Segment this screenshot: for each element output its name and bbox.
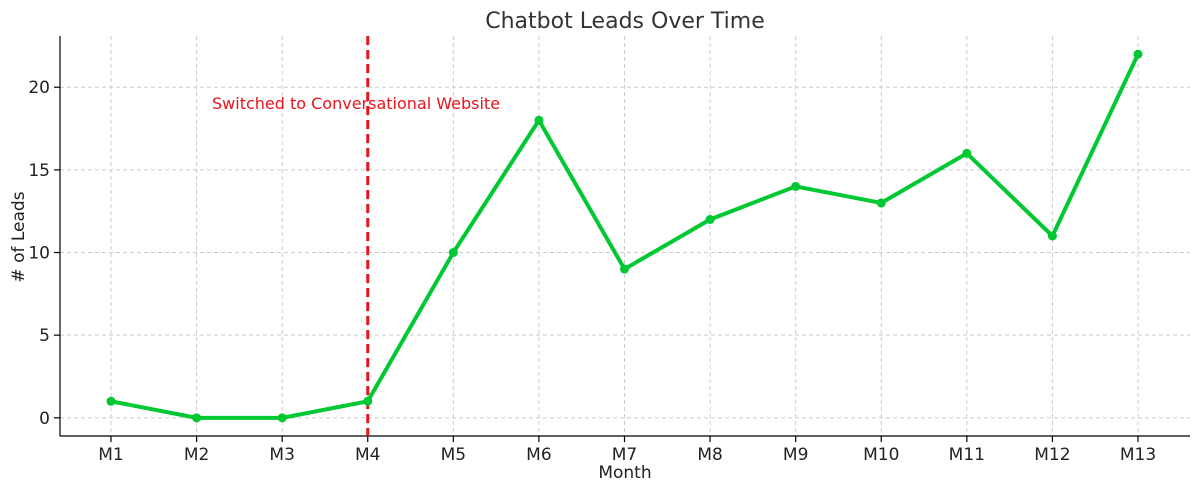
grid-layer	[60, 36, 1190, 436]
x-tick-label: M8	[697, 445, 722, 465]
axis-layer: M1 M2 M3 M4 M5 M6 M7 M8 M9 M10 M11 M12 M13 0 5 10 15 20	[28, 36, 1190, 465]
x-tick-label: M12	[1034, 445, 1070, 465]
x-tick-label: M7	[612, 445, 637, 465]
annotation-text: Switched to Conversational Website	[212, 94, 500, 113]
data-point	[876, 198, 886, 208]
y-tick-label: 10	[28, 244, 50, 264]
data-point	[620, 264, 629, 274]
y-tick-label: 5	[39, 326, 50, 346]
x-tick-label: M9	[783, 445, 808, 465]
data-point	[277, 413, 287, 423]
x-tick-label: M3	[269, 445, 294, 465]
data-point	[791, 181, 801, 191]
x-tick-label: M13	[1120, 445, 1156, 465]
chart-title: Chatbot Leads Over Time	[485, 9, 765, 34]
x-axis-label: Month	[598, 463, 651, 483]
y-axis-label: # of Leads	[9, 191, 29, 282]
x-tick-label: M2	[184, 445, 209, 465]
data-point	[1047, 231, 1057, 241]
x-tick-label: M1	[98, 445, 123, 465]
x-tick-label: M4	[355, 445, 380, 465]
y-tick-label: 15	[28, 161, 50, 181]
data-point	[363, 396, 373, 406]
data-point	[962, 148, 972, 158]
x-tick-label: M11	[949, 445, 985, 465]
x-tick-label: M5	[441, 445, 466, 465]
series-layer	[106, 36, 1143, 436]
data-point	[534, 115, 544, 125]
data-point	[705, 214, 715, 224]
x-tick-label: M10	[863, 445, 899, 465]
data-point	[106, 396, 116, 406]
x-tick-label: M6	[526, 445, 551, 465]
y-tick-label: 0	[39, 409, 50, 429]
data-point	[1133, 49, 1143, 59]
data-point	[448, 248, 458, 258]
data-point	[192, 413, 202, 423]
y-tick-label: 20	[28, 78, 50, 98]
